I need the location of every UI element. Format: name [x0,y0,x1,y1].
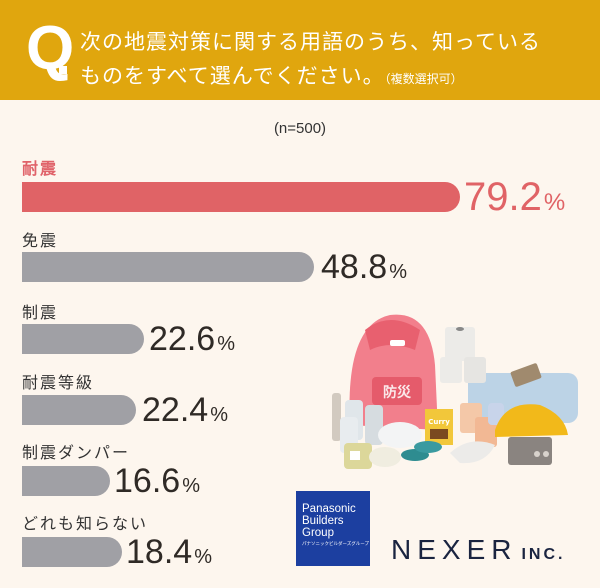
percent-sign: % [194,546,212,568]
curry-label: Curry [428,418,450,426]
row-label: 耐震 [22,159,59,178]
percent-sign: % [217,333,235,355]
logo-line-4: パナソニックビルダーズグループ [302,541,370,546]
percent-sign: % [210,404,228,426]
question-line-1: 次の地震対策に関する用語のうち、知っている [80,30,541,54]
q-dot [59,66,67,74]
percent-sign: % [389,261,407,283]
value-number: 22.4 [142,391,209,429]
logo-line-1: Panasonic [302,503,356,515]
value-label: 18.4% [126,535,212,574]
logo-line-3: Group [302,527,334,539]
bag-label: 防災 [383,384,412,401]
value-number: 18.4 [126,533,193,571]
value-label: 79.2% [464,177,565,223]
bar-taishin [22,182,460,212]
row-label: 免震 [22,231,59,250]
value-number: 79.2 [464,175,542,219]
value-label: 22.6% [149,322,235,361]
percent-sign: % [543,189,566,216]
logo-line-2: Builders [302,515,344,527]
row-label: 制震 [22,303,59,322]
bar-seishin-damper [22,466,110,496]
nexer-inc: INC. [521,546,566,563]
nexer-logo: NEXER INC. [391,536,565,569]
bar-none [22,537,122,567]
question-text: 次の地震対策に関する用語のうち、知っている ものをすべて選んでください。（複数選… [80,25,541,96]
row-label: 制震ダンパー [22,443,131,462]
row-label: どれも知らない [22,514,149,533]
question-line-2: ものをすべて選んでください。（複数選択可） [80,59,541,96]
value-label: 48.8% [321,250,407,289]
question-line-2-main: ものをすべて選んでください。 [80,64,385,88]
panasonic-builders-group-logo: Panasonic Builders Group パナソニックビルダーズグループ [296,491,370,566]
emergency-kit-illustration: 防災 Curry [332,314,578,469]
question-header: Q 次の地震対策に関する用語のうち、知っている ものをすべて選んでください。（複… [0,0,600,100]
percent-sign: % [182,475,200,497]
value-number: 48.8 [321,248,388,286]
value-label: 16.6% [114,464,200,503]
value-number: 22.6 [149,320,216,358]
question-note: （複数選択可） [384,72,463,86]
sample-size: (n=500) [273,120,327,137]
value-number: 16.6 [114,462,181,500]
bar-menshin [22,252,314,282]
bar-taishin-tokyu [22,395,136,425]
bar-seishin [22,324,144,354]
row-label: 耐震等級 [22,373,95,392]
value-label: 22.4% [142,393,228,432]
nexer-wordmark: NEXER [391,534,518,565]
